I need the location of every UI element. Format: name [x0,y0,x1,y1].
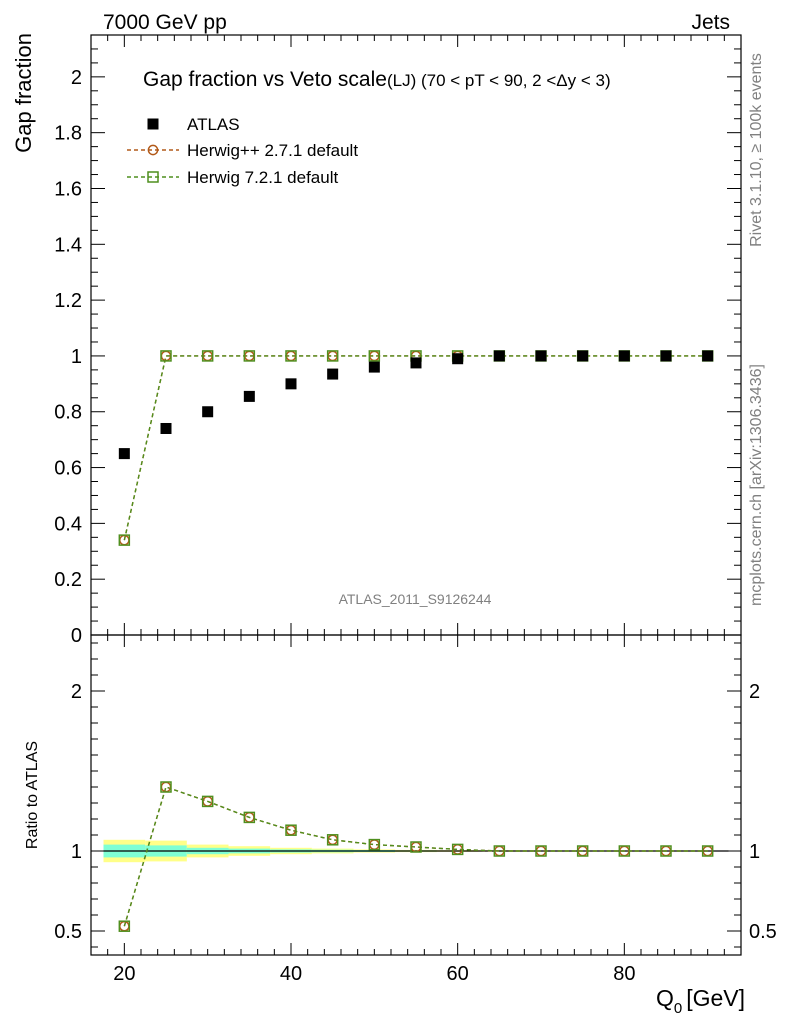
y-tick-label: 2 [71,67,82,89]
main-y-axis-label: Gap fraction [11,33,36,153]
point-herwig-7-2-1-default [160,350,172,362]
point-atlas [243,390,255,402]
point-atlas [660,350,672,362]
ratio-point-herwig-7-2-1-default [118,920,131,932]
point-atlas [452,353,464,365]
legend: ATLAS Herwig++ 2.7.1 default Herwig 7.2.1 … [127,115,358,187]
point-atlas [327,368,339,380]
point-herwig-7-2-1-default [118,534,131,546]
ratio-point-herwig-2-7-1-default [118,920,130,932]
ratio-point-herwig-2-7-1-default [285,824,297,836]
x-tick-label: 60 [447,963,469,985]
legend-label-herwig-2-7-1-default: Herwig++ 2.7.1 default [187,141,358,160]
header-right-label: Jets [691,11,730,34]
ratio-point-herwig-7-2-1-default [285,824,297,836]
point-atlas [702,350,714,362]
y-tick-label: 1.2 [54,290,82,312]
point-atlas [285,378,297,390]
x-axis-label-q: Q [656,985,674,1011]
point-herwig-7-2-1-default [201,350,214,362]
ratio-y-tick-label-right: 2 [749,681,760,703]
legend-marker-herwig-7-2-1-default [147,171,159,183]
y-tick-label: 0.4 [54,513,82,535]
legend-label-herwig-7-2-1-default: Herwig 7.2.1 default [187,168,338,187]
y-tick-label: 1 [71,346,82,368]
ratio-point-herwig-7-2-1-default [493,845,506,857]
point-herwig-2-7-1-default [118,534,130,546]
series-markers [118,350,714,932]
x-tick-label: 80 [613,963,635,985]
x-axis-label: Q0 [GeV] [656,985,745,1017]
chart-title: Gap fraction vs Veto scale(LJ) (70 < pT … [143,68,611,91]
chart-title-main: Gap fraction vs Veto scale [143,68,387,91]
y-tick-label: 0.6 [54,458,82,480]
analysis-watermark: ATLAS_2011_S9126244 [339,591,492,607]
ratio-point-herwig-7-2-1-default [576,845,589,857]
ratio-point-herwig-7-2-1-default [618,845,631,857]
chart-title-sub: (LJ) (70 < pT < 90, 2 <Δy < 3) [387,71,611,90]
ratio-point-herwig-7-2-1-default [660,845,672,857]
ratio-point-herwig-7-2-1-default [368,838,381,851]
y-tick-label: 0 [71,625,82,647]
point-atlas [410,357,422,369]
mcplots-label: mcplots.cern.ch [arXiv:1306.3436] [748,364,765,606]
x-tick-label: 20 [113,963,135,985]
point-herwig-7-2-1-default [368,350,381,362]
x-axis-label-unit: [GeV] [686,985,745,1011]
ratio-point-herwig-7-2-1-default [160,781,172,793]
series-lines [123,355,708,927]
point-atlas [535,350,547,362]
line-herwig-2-7-1-default [123,355,708,541]
point-atlas [577,350,589,362]
point-atlas [493,350,505,362]
ratio-y-axis-label: Ratio to ATLAS [24,741,41,849]
point-herwig-7-2-1-default [243,350,256,362]
ratio-point-herwig-7-2-1-default [451,843,464,856]
point-herwig-7-2-1-default [285,350,297,362]
point-atlas [202,406,214,418]
ratio-point-herwig-7-2-1-default [701,845,714,857]
line-herwig-7-2-1-default [123,355,708,541]
axes-frame [90,34,742,956]
legend-marker-atlas [147,118,159,130]
x-axis-label-sub: 0 [674,1000,682,1017]
legend-label-atlas: ATLAS [187,115,240,134]
ratio-line-herwig-7-2-1-default [123,786,708,927]
y-tick-label: 1.6 [54,178,82,200]
header-left-label: 7000 GeV pp [103,11,227,34]
ratio-point-herwig-7-2-1-default [326,834,339,846]
point-herwig-7-2-1-default [326,350,339,362]
x-tick-label: 40 [280,963,302,985]
ratio-y-tick-label-left: 2 [71,681,82,703]
point-atlas [618,350,630,362]
ratio-point-herwig-7-2-1-default [410,841,422,853]
rivet-version-label: Rivet 3.1.10, ≥ 100k events [748,53,765,247]
ratio-point-herwig-7-2-1-default [201,795,214,808]
point-atlas [160,422,172,434]
y-tick-label: 0.8 [54,402,82,424]
y-tick-label: 1.4 [54,234,82,256]
y-tick-label: 1.8 [54,123,82,145]
ratio-point-herwig-7-2-1-default [243,811,256,824]
point-atlas [368,361,380,373]
ratio-y-tick-label-left: 1 [71,841,82,863]
ratio-y-tick-label-right: 0.5 [749,921,777,943]
ratio-y-tick-label-left: 0.5 [54,921,82,943]
ratio-plot-frame [90,634,742,956]
tick-labels: 20 40 60 80 0 0.2 0.4 0.6 0.8 1 1.2 1.4 1.6 1.8 2 0.5 0.… [54,67,777,985]
legend-marker-herwig-2-7-1-default [147,144,159,156]
ratio-point-herwig-7-2-1-default [535,845,547,857]
ratio-point-herwig-2-7-1-default [160,781,172,793]
point-atlas [118,448,130,460]
y-tick-label: 0.2 [54,569,82,591]
ratio-y-tick-label-right: 1 [749,841,760,863]
